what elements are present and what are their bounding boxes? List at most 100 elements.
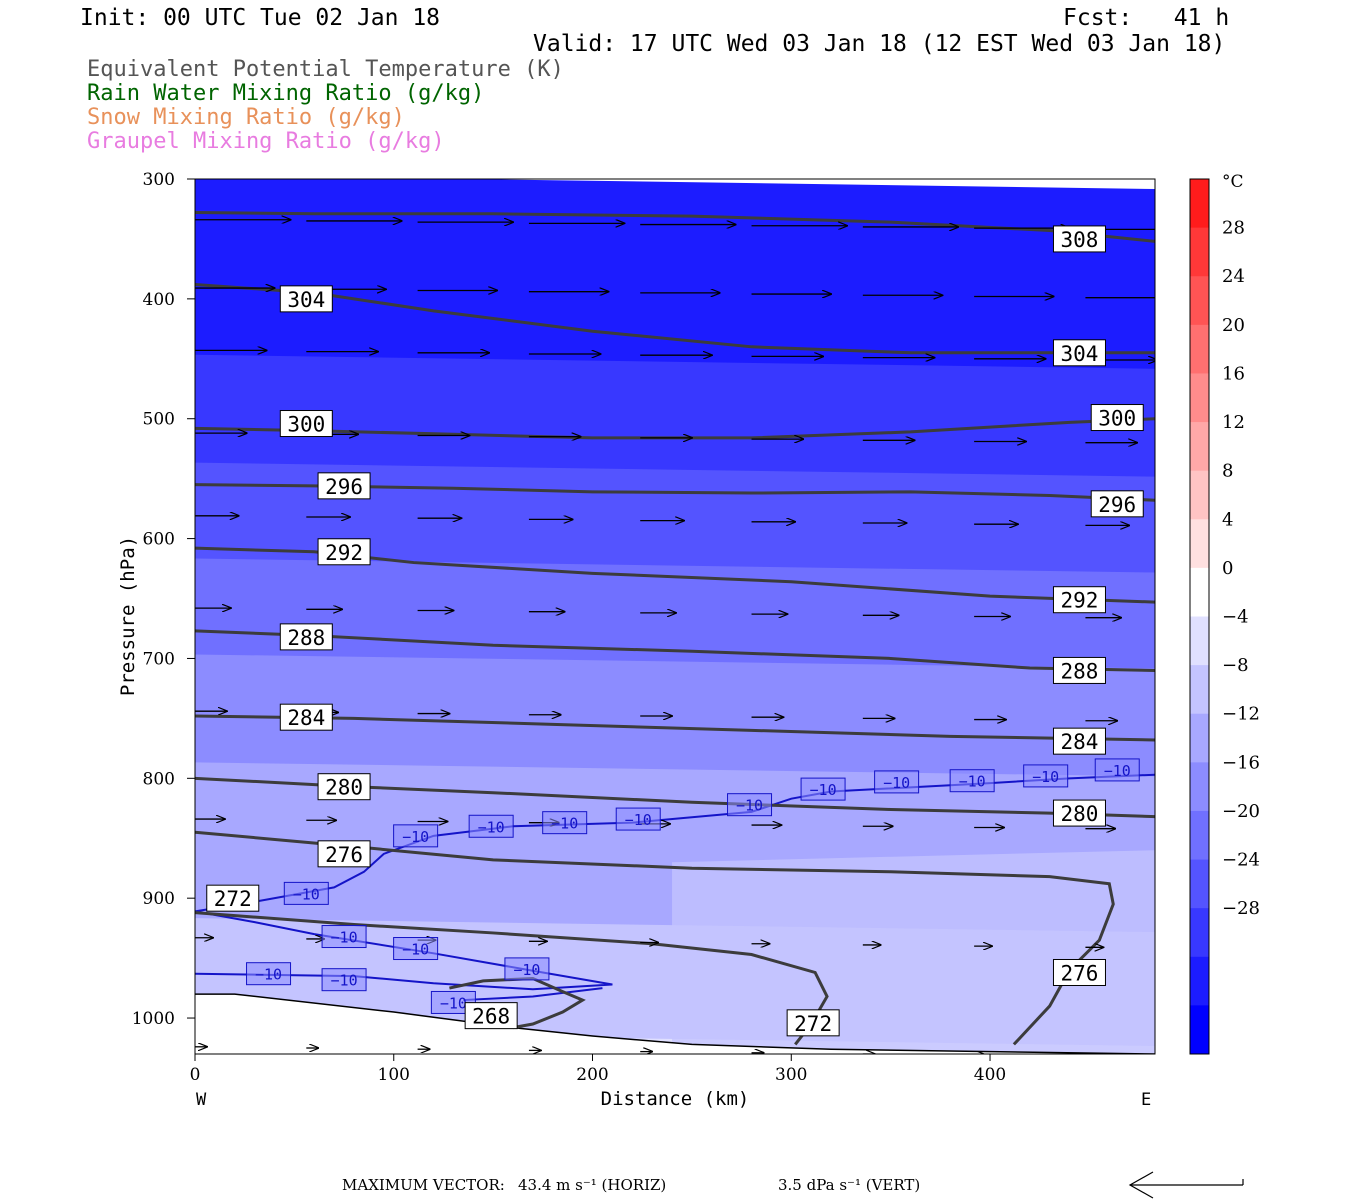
- isotherm-label: −10: [1104, 762, 1131, 780]
- isotherm-label-box: [283, 881, 329, 905]
- contour-label: 288: [287, 626, 325, 650]
- contour-label-box: [317, 840, 371, 868]
- max-vector-vert: 3.5 dPa s⁻¹ (VERT): [778, 1176, 921, 1194]
- isotherm-label: −10: [331, 929, 358, 947]
- theta-e-contour-308: [195, 211, 1155, 243]
- x-end-label-west: W: [196, 1090, 207, 1110]
- contour-label: 268: [472, 1005, 510, 1029]
- x-tick-label: 400: [974, 1065, 1006, 1085]
- contour-label: 296: [1098, 493, 1136, 517]
- colorbar-swatch: [1190, 810, 1209, 861]
- cross-section-chart: −10 −10 −10 −10 −10 −10 −10 −10 −10 −10 −10 −10 −10 −…: [117, 170, 1260, 1110]
- contour-label-box: [1052, 656, 1106, 684]
- colorbar-swatch: [1190, 665, 1209, 715]
- colorbar-label: −24: [1222, 850, 1260, 871]
- contour-label-box: [317, 773, 371, 801]
- isotherm-label-box: [321, 925, 367, 949]
- y-tick-label: 500: [143, 410, 175, 430]
- contour-label: 276: [325, 843, 363, 867]
- isotherm-label: −10: [1032, 768, 1059, 786]
- isotherm-label-box: [504, 957, 550, 981]
- terrain-fill: [195, 994, 1155, 1054]
- isotherm-label-box: [874, 770, 920, 794]
- colorbar-swatch: [1190, 276, 1209, 326]
- isotherm-label: −10: [513, 961, 540, 979]
- isotherm-minus10-line: [463, 987, 603, 1002]
- colorbar-label: −12: [1222, 704, 1260, 725]
- colorbar-label: −4: [1222, 607, 1249, 628]
- isotherm-label: −10: [331, 972, 358, 990]
- x-tick-label: 200: [576, 1065, 608, 1085]
- forecast-hour: Fcst: 41 h: [1063, 5, 1230, 31]
- temperature-band: [672, 850, 1155, 1054]
- isotherm-label: −10: [883, 774, 910, 792]
- colorbar-swatch: [1190, 422, 1209, 472]
- colorbar-label: 8: [1222, 461, 1233, 482]
- contour-label-box: [464, 1002, 518, 1030]
- colorbar-label: −16: [1222, 752, 1260, 773]
- legend-graupel: Graupel Mixing Ratio (g/kg): [87, 129, 445, 154]
- theta-e-contour-268: [449, 976, 586, 1030]
- temperature-band: [195, 558, 1155, 623]
- legend-theta-e: Equivalent Potential Temperature (K): [87, 57, 564, 82]
- x-tick-label: 100: [378, 1065, 410, 1085]
- temperature-band: [195, 179, 1155, 299]
- contour-label: 276: [1061, 961, 1099, 985]
- isotherm-label: −10: [402, 941, 429, 959]
- isotherm-label-box: [949, 769, 995, 793]
- contour-label-box: [317, 538, 371, 566]
- isotherm-minus10-line: [195, 910, 613, 991]
- colorbar-swatch: [1190, 470, 1209, 520]
- theta-e-contour-292: [195, 546, 1155, 604]
- contour-label: 300: [1098, 407, 1136, 431]
- contour-label-box: [279, 285, 333, 313]
- y-tick-label: 600: [143, 530, 175, 550]
- contour-label-box: [1052, 339, 1106, 367]
- isotherm-label-box: [321, 968, 367, 992]
- isotherm-label: −10: [255, 966, 282, 984]
- contour-label-box: [1052, 799, 1106, 827]
- contour-label-box: [279, 703, 333, 731]
- isotherm-label: −10: [440, 994, 467, 1012]
- colorbar-swatch: [1190, 956, 1209, 1006]
- colorbar-label: −8: [1222, 655, 1249, 676]
- contour-label: 272: [794, 1012, 832, 1036]
- colorbar-swatch: [1190, 762, 1209, 812]
- isotherm-label: −10: [293, 885, 320, 903]
- colorbar-swatch: [1190, 713, 1209, 763]
- colorbar-swatch: [1190, 179, 1209, 229]
- isotherm-label-box: [727, 793, 773, 817]
- colorbar-label: −28: [1222, 898, 1260, 919]
- valid-time: Valid: 17 UTC Wed 03 Jan 18 (12 EST Wed …: [533, 31, 1226, 57]
- temperature-band: [195, 282, 1155, 371]
- init-time: Init: 00 UTC Tue 02 Jan 18: [80, 5, 441, 31]
- x-end-label-east: E: [1141, 1090, 1151, 1110]
- isotherm-label: −10: [625, 811, 652, 829]
- colorbar-label: 0: [1222, 558, 1233, 579]
- colorbar-unit: °C: [1222, 172, 1244, 192]
- contour-label-box: [1052, 958, 1106, 986]
- isotherm-label-box: [1023, 764, 1069, 788]
- colorbar-frame: [1189, 178, 1210, 1055]
- reference-vector-arrow: [1128, 1171, 1244, 1199]
- contour-label: 284: [287, 706, 325, 730]
- x-tick-label: 300: [775, 1065, 807, 1085]
- isotherm-label: −10: [736, 797, 763, 815]
- colorbar-swatch: [1190, 859, 1209, 909]
- contour-label: 304: [287, 288, 325, 312]
- contour-label: 292: [1061, 589, 1099, 613]
- colorbar-label: 4: [1222, 509, 1233, 530]
- contour-label-box: [279, 623, 333, 651]
- y-tick-label: 900: [143, 889, 175, 909]
- colorbar-swatch: [1190, 908, 1209, 958]
- isotherm-label: −10: [402, 828, 429, 846]
- plot-frame: [194, 178, 1156, 1055]
- y-tick-label: 700: [143, 649, 175, 669]
- contour-label: 308: [1061, 228, 1099, 252]
- contour-label-box: [1090, 490, 1144, 518]
- y-tick-label: 1000: [132, 1009, 175, 1029]
- isotherm-label-box: [246, 962, 292, 986]
- isotherm-label: −10: [478, 818, 505, 836]
- max-vector-horiz: 43.4 m s⁻¹ (HORIZ): [518, 1176, 667, 1194]
- colorbar-label: 12: [1222, 412, 1245, 433]
